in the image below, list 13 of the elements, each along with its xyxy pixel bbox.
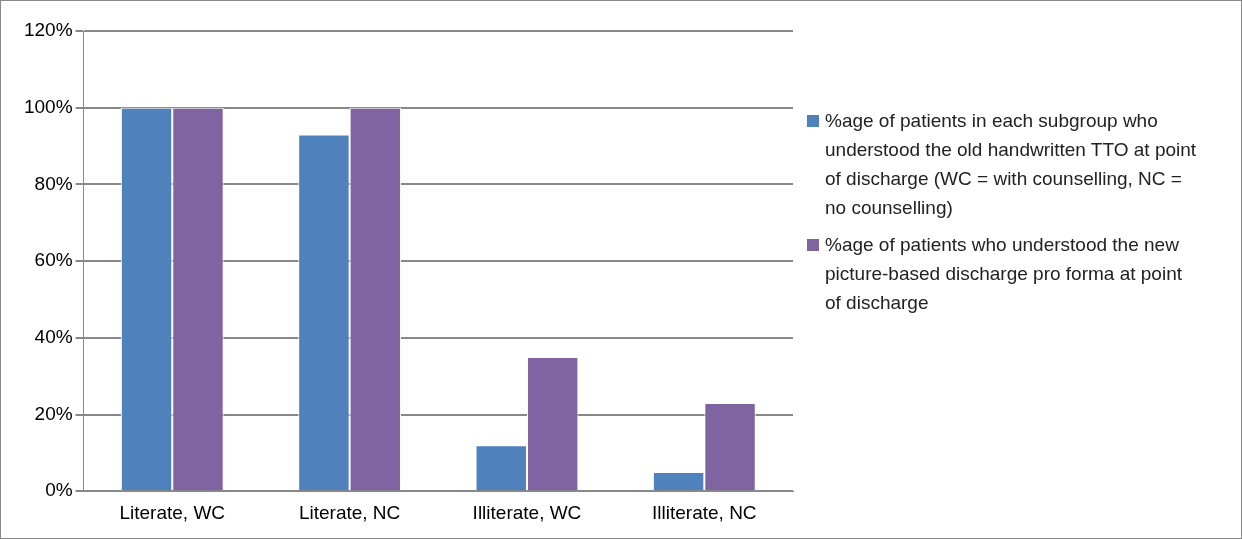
legend-label: %age of patients who understood the new picture-based discharge pro forma at point of discharge xyxy=(825,233,1183,315)
y-tick-label: 120% xyxy=(23,19,73,41)
legend-label: %age of patients in each subgroup who understood the old handwritten TTO at point of discharge (WC = with counselling, NC = no counselling) xyxy=(825,109,1198,220)
x-tick-label: Literate, NC xyxy=(298,501,401,523)
x-tick-label: Illiterate, WC xyxy=(472,501,582,523)
y-tick-label: 40% xyxy=(34,326,73,348)
y-tick-label: 0% xyxy=(45,479,73,501)
x-tick-label: Literate, WC xyxy=(119,501,226,523)
x-tick-label: Illiterate, NC xyxy=(652,501,757,523)
y-tick-label: 100% xyxy=(23,95,73,117)
y-tick-label: 60% xyxy=(34,249,73,271)
y-tick-label: 20% xyxy=(34,402,73,424)
y-tick-label: 80% xyxy=(34,172,73,194)
